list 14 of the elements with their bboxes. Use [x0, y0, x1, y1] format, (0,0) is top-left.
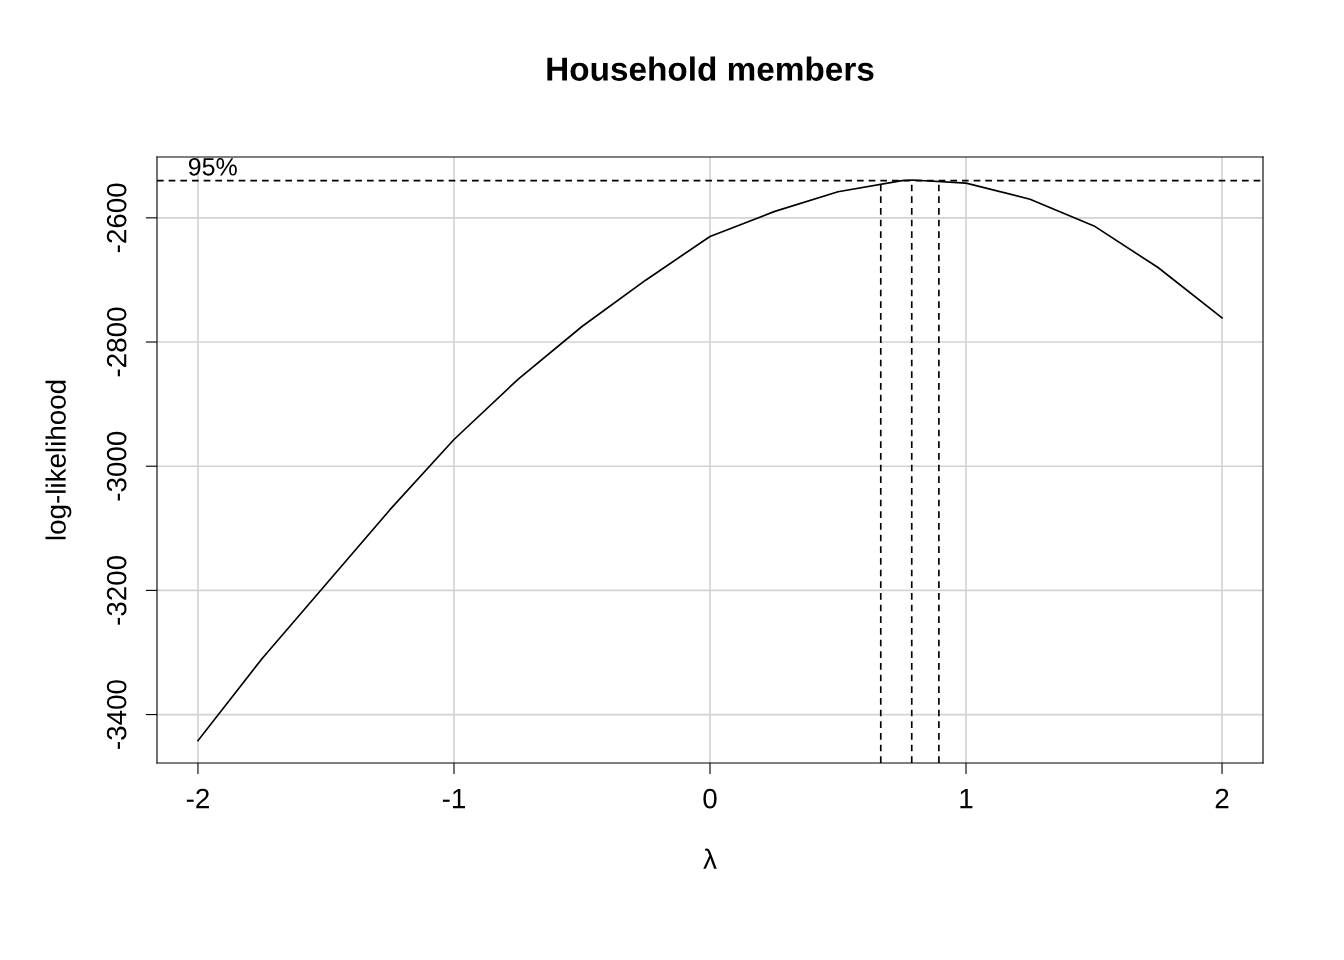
x-axis-title: λ [703, 848, 717, 869]
y-tick-label: -3400 [106, 680, 127, 749]
y-tick-label: -3200 [106, 555, 127, 625]
chart-title: Household members [547, 56, 874, 81]
x-tick-label: -1 [442, 789, 465, 809]
annotation: 95% [188, 157, 237, 176]
x-tick-label: -2 [186, 788, 209, 809]
x-tick-label: 2 [1215, 788, 1229, 809]
y-tick-label: -3000 [106, 431, 127, 501]
x-tick-label: 0 [703, 788, 717, 809]
x-tick-label: 1 [960, 789, 973, 809]
y-tick-label: -2600 [106, 183, 127, 253]
y-axis-title: log-likelihood [45, 380, 72, 540]
y-tick-label: -2800 [106, 307, 127, 377]
